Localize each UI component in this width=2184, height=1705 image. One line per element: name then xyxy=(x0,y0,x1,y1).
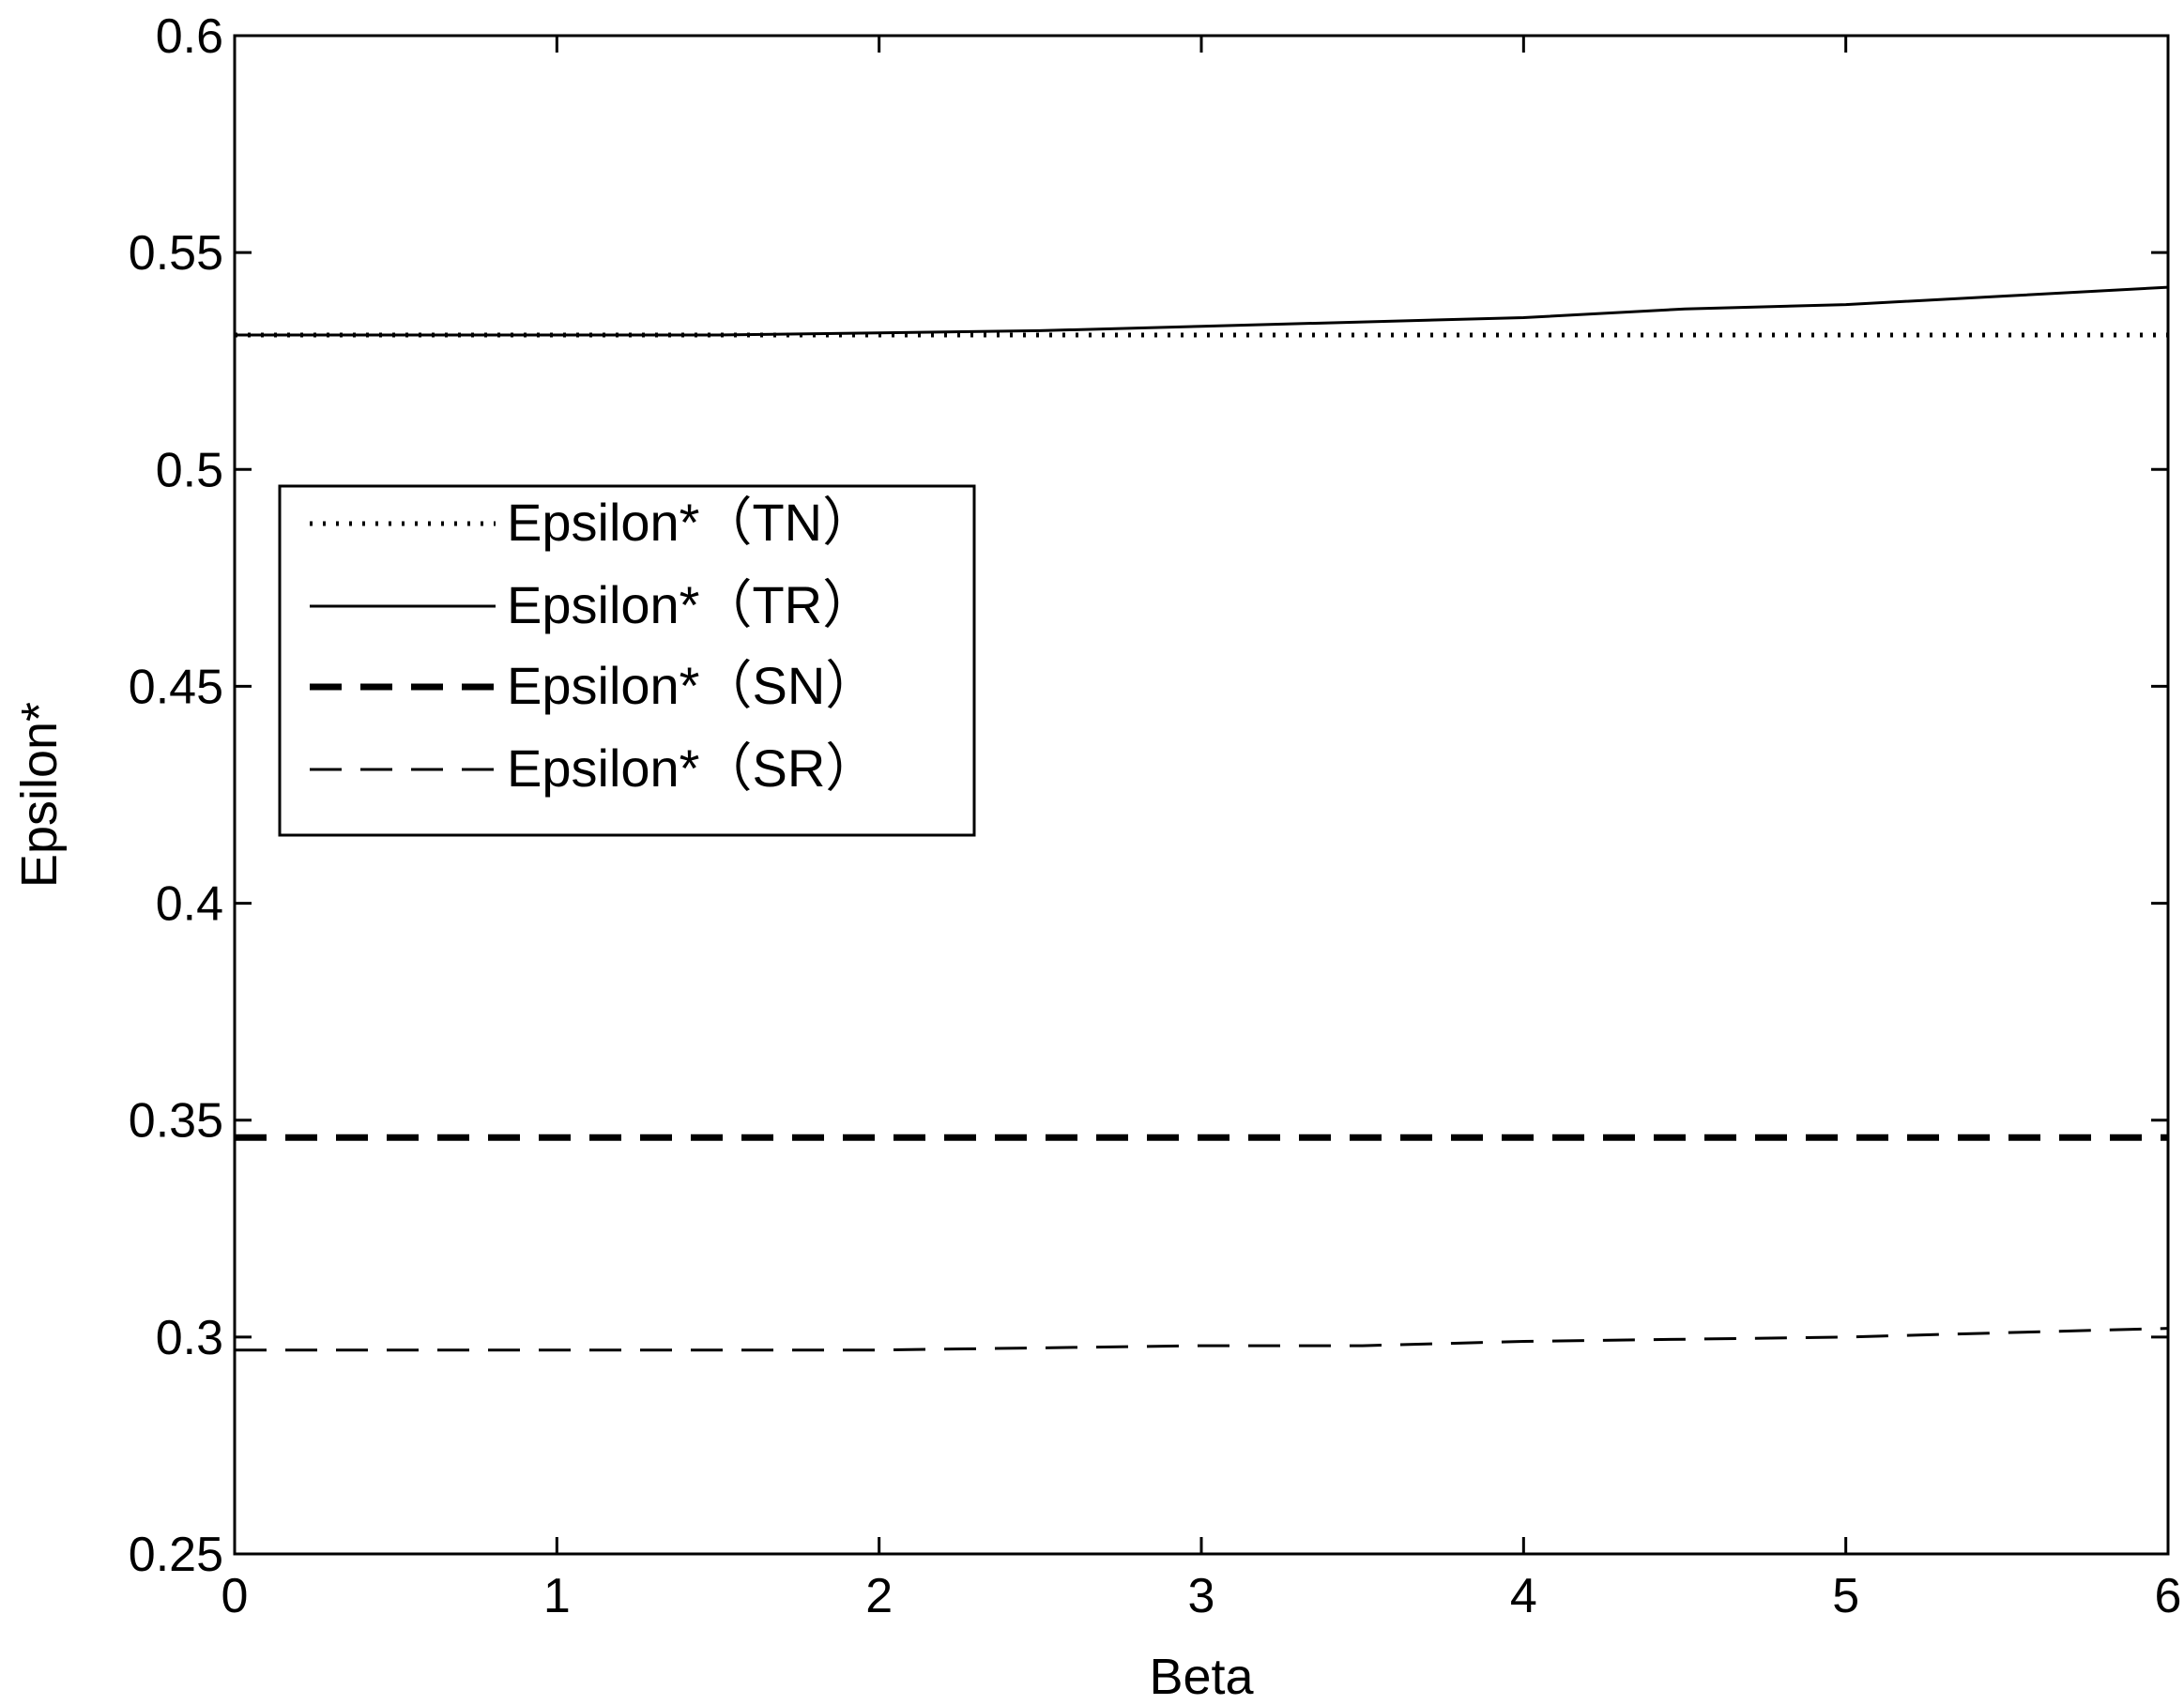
x-tick-label: 3 xyxy=(1188,1569,1215,1623)
tick-labels: 0 1 2 3 4 5 6 0.25 0.3 0.35 0.4 0.45 0.5 0.55 0.6 xyxy=(129,9,2182,1623)
x-tick-label: 5 xyxy=(1832,1569,1859,1623)
axis-ticks xyxy=(233,34,2170,1556)
y-tick-label: 0.45 xyxy=(129,660,223,714)
y-tick-label: 0.5 xyxy=(156,443,223,497)
x-tick-label: 1 xyxy=(543,1569,571,1623)
x-tick-label: 2 xyxy=(865,1569,893,1623)
y-tick-label: 0.4 xyxy=(156,877,223,932)
legend-label: Epsilon*（TN） xyxy=(507,493,875,552)
x-tick-label: 4 xyxy=(1510,1569,1537,1623)
x-tick-label: 6 xyxy=(2155,1569,2182,1623)
series-lines xyxy=(235,285,2169,1352)
y-tick-label: 0.6 xyxy=(156,9,223,64)
legend-box xyxy=(278,484,976,837)
y-axis-label: Epsilon* xyxy=(11,702,68,888)
x-axis-label: Beta xyxy=(1149,1649,1254,1705)
series-line-1 xyxy=(235,285,2169,337)
legend: Epsilon*（TN） Epsilon*（TR） Epsilon*（SN） Epsi… xyxy=(278,484,976,837)
y-tick-label: 0.55 xyxy=(129,226,223,281)
y-tick-label: 0.35 xyxy=(129,1094,223,1149)
legend-entries: Epsilon*（TN） Epsilon*（TR） Epsilon*（SN） Epsi… xyxy=(310,493,878,798)
y-tick-label: 0.3 xyxy=(156,1311,223,1365)
legend-label: Epsilon*（SR） xyxy=(507,738,878,798)
legend-label: Epsilon*（TR） xyxy=(507,575,875,634)
y-tick-label: 0.25 xyxy=(129,1528,223,1582)
legend-label: Epsilon*（SN） xyxy=(507,656,878,715)
series-line-3 xyxy=(235,1327,2169,1352)
x-tick-label: 0 xyxy=(221,1569,249,1623)
